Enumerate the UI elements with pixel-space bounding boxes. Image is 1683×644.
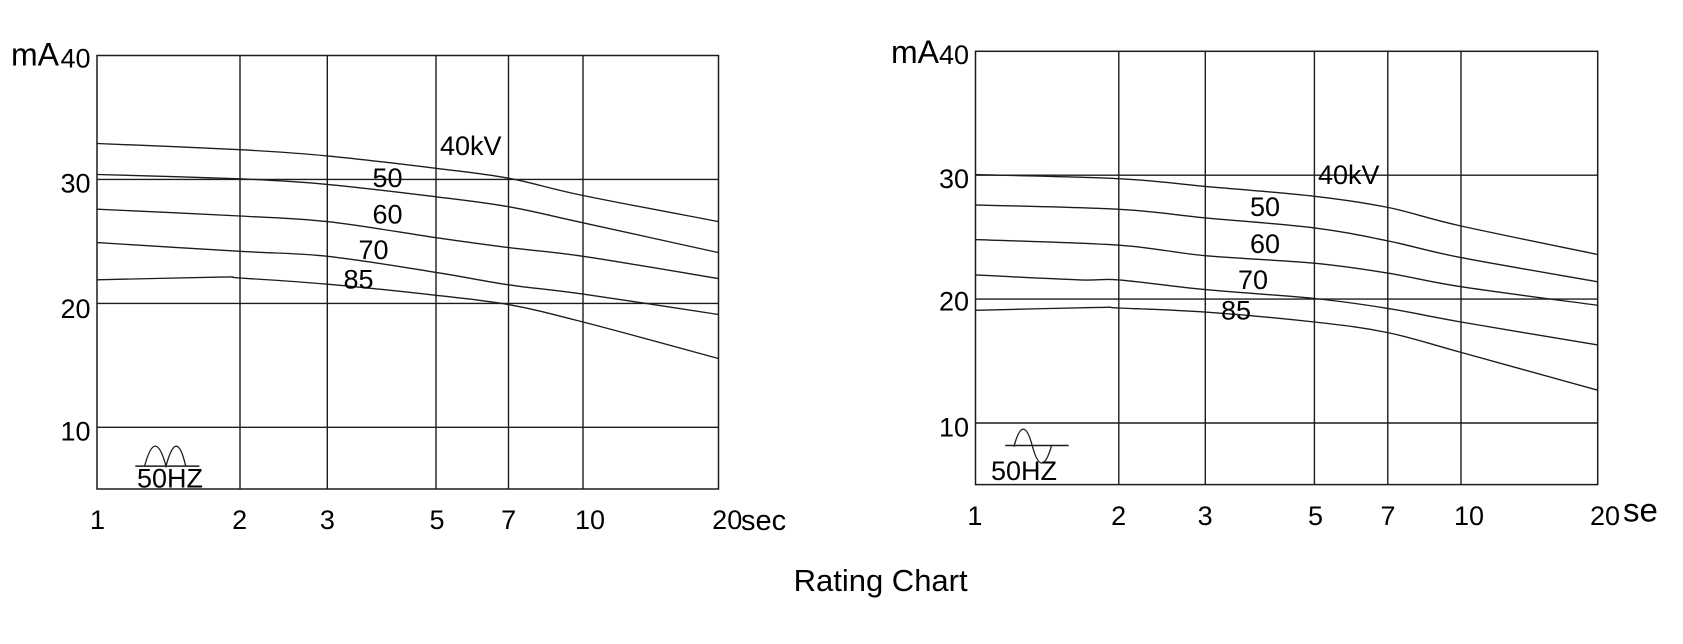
svg-text:10: 10 [60, 417, 90, 447]
svg-text:70: 70 [1238, 265, 1268, 295]
svg-text:20: 20 [60, 294, 90, 324]
svg-text:1: 1 [967, 501, 982, 531]
svg-text:40: 40 [939, 40, 969, 70]
svg-text:30: 30 [939, 164, 969, 194]
svg-text:85: 85 [1221, 296, 1251, 326]
svg-text:70: 70 [359, 235, 389, 265]
svg-text:40kV: 40kV [440, 131, 502, 161]
svg-text:50HZ: 50HZ [137, 464, 203, 494]
svg-text:3: 3 [1198, 501, 1213, 531]
svg-text:7: 7 [1380, 501, 1395, 531]
svg-text:40: 40 [60, 44, 90, 74]
svg-text:1: 1 [90, 505, 105, 535]
svg-text:3: 3 [320, 505, 335, 535]
svg-text:20: 20 [939, 287, 969, 317]
svg-text:5: 5 [1308, 501, 1323, 531]
svg-text:2: 2 [232, 505, 247, 535]
svg-text:40kV: 40kV [1318, 160, 1380, 190]
svg-text:2: 2 [1111, 501, 1126, 531]
svg-text:50: 50 [373, 163, 403, 193]
svg-text:mA: mA [11, 37, 60, 73]
svg-text:5: 5 [429, 505, 444, 535]
svg-text:85: 85 [344, 265, 374, 295]
svg-text:20: 20 [1590, 501, 1620, 531]
svg-text:10: 10 [575, 505, 605, 535]
svg-text:60: 60 [1250, 229, 1280, 259]
svg-text:Rating Chart: Rating Chart [794, 563, 968, 598]
svg-text:50HZ: 50HZ [991, 456, 1057, 486]
svg-text:sec: sec [741, 505, 786, 537]
svg-text:30: 30 [60, 168, 90, 198]
svg-text:10: 10 [1454, 501, 1484, 531]
svg-text:7: 7 [501, 505, 516, 535]
svg-text:60: 60 [373, 200, 403, 230]
svg-text:10: 10 [939, 412, 969, 442]
svg-text:se: se [1623, 492, 1658, 529]
svg-text:20: 20 [712, 505, 742, 535]
svg-text:50: 50 [1250, 192, 1280, 222]
svg-text:mA: mA [891, 34, 940, 70]
